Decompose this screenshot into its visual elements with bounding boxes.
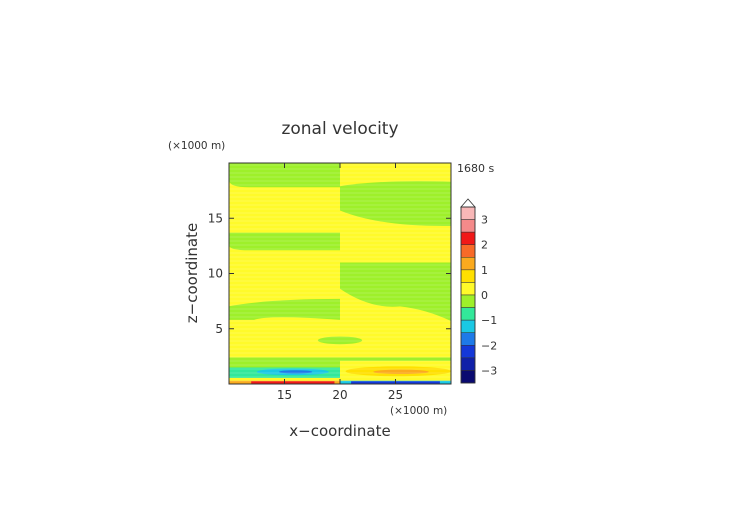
colorbar-segment xyxy=(460,370,476,384)
x-axis-label: x−coordinate xyxy=(289,422,390,440)
chart-title: zonal velocity xyxy=(281,119,398,139)
contour-region-13 xyxy=(373,369,429,375)
colorbar-extend-triangle xyxy=(460,198,476,208)
contour-region-5 xyxy=(340,262,451,322)
colorbar-segment xyxy=(460,231,476,245)
y-tick-label: 15 xyxy=(208,211,223,225)
colorbar-segment xyxy=(460,257,476,271)
colorbar-segment xyxy=(460,294,476,308)
colorbar-tick-label: 0 xyxy=(481,289,488,302)
contour-region-4 xyxy=(340,181,451,227)
contour-region-6 xyxy=(317,336,363,345)
contour-region-1 xyxy=(229,163,340,188)
colorbar-tick-label: −2 xyxy=(481,339,497,352)
colorbar: 3 2 1 0 −1 −2 −3 xyxy=(460,198,497,384)
y-axis: 5 10 15 xyxy=(208,211,451,336)
colorbar-segment xyxy=(460,219,476,233)
colorbar-segment xyxy=(460,206,476,220)
colorbar-segment xyxy=(460,332,476,346)
colorbar-tick-label: 2 xyxy=(481,239,488,252)
contour-region-11 xyxy=(278,370,313,374)
time-label: 1680 s xyxy=(457,162,494,175)
colorbar-segment xyxy=(460,244,476,258)
x-axis-unit: (×1000 m) xyxy=(390,405,447,417)
colorbar-segment xyxy=(460,345,476,359)
y-axis-label: z−coordinate xyxy=(183,223,201,323)
colorbar-segment xyxy=(460,307,476,321)
colorbar-segment xyxy=(460,269,476,283)
colorbar-tick-label: −3 xyxy=(481,364,497,377)
x-axis: 15 20 25 xyxy=(277,163,403,402)
colorbar-segment xyxy=(460,319,476,333)
y-tick-label: 10 xyxy=(208,267,223,281)
contour-region-16 xyxy=(251,381,335,384)
y-axis-unit: (×1000 m) xyxy=(168,140,225,152)
x-tick-label: 25 xyxy=(388,388,403,402)
x-tick-label: 15 xyxy=(277,388,292,402)
contour-region-8 xyxy=(340,357,451,361)
colorbar-tick-label: 1 xyxy=(481,264,488,277)
contour-region-2 xyxy=(229,232,340,251)
contour-region-7 xyxy=(229,357,340,368)
y-tick-label: 5 xyxy=(215,322,223,336)
colorbar-segment xyxy=(460,282,476,296)
contour-fill xyxy=(229,163,451,384)
x-tick-label: 20 xyxy=(332,388,347,402)
colorbar-frame xyxy=(460,206,476,384)
colorbar-tick-label: −1 xyxy=(481,314,497,327)
contour-region-3 xyxy=(229,298,340,320)
plot-texture xyxy=(229,164,451,382)
colorbar-segment xyxy=(460,357,476,371)
colorbar-tick-label: 3 xyxy=(481,214,488,227)
